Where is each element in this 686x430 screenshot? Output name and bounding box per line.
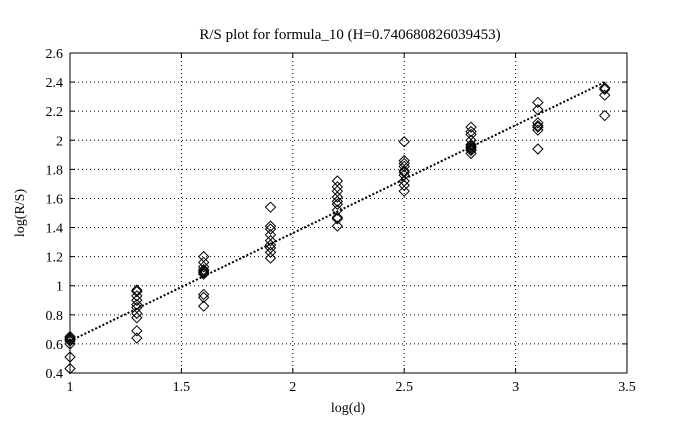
diamond-data-point <box>331 181 344 193</box>
plot-area-frame <box>69 52 628 374</box>
x-tick-label: 1 <box>67 380 74 395</box>
y-tick-label: 0.8 <box>46 309 64 324</box>
diamond-data-point <box>131 332 143 344</box>
diamond-data-point <box>264 223 277 235</box>
diamond-data-point <box>398 136 410 148</box>
x-tick-label: 1.5 <box>173 380 191 395</box>
diamond-data-point <box>331 175 344 187</box>
y-tick-label: 1.6 <box>46 192 64 207</box>
x-tick-label: 2 <box>289 380 296 395</box>
diamond-data-point <box>331 213 344 225</box>
y-tick-label: 1.8 <box>46 163 64 178</box>
regression-fit-line <box>69 81 606 342</box>
y-tick-label: 2.4 <box>46 76 64 91</box>
diamond-data-point <box>264 239 277 251</box>
axis-ticks <box>69 52 628 374</box>
y-tick-label: 1 <box>56 280 63 295</box>
diamond-data-point <box>264 220 277 232</box>
diamond-data-point <box>465 121 477 133</box>
diamond-data-point <box>64 332 76 344</box>
diamond-data-point <box>131 294 143 306</box>
y-tick-label: 2.2 <box>46 105 64 120</box>
grid <box>70 53 627 373</box>
diamond-data-point <box>264 246 277 258</box>
diamond-data-point <box>465 138 477 151</box>
x-axis-label: log(d) <box>331 401 366 416</box>
diamond-data-point <box>264 229 277 241</box>
diamond-data-point <box>465 134 477 146</box>
diamond-data-point <box>599 83 611 96</box>
diamond-data-point <box>398 166 410 178</box>
diamond-data-point <box>64 330 76 343</box>
diamond-data-point <box>532 96 544 109</box>
diamond-data-point <box>532 117 544 129</box>
y-tick-label: 1.4 <box>46 222 64 237</box>
diamond-data-point <box>197 265 210 277</box>
diamond-data-point <box>398 154 410 167</box>
diamond-data-point <box>331 204 344 216</box>
diamond-data-point <box>264 201 277 213</box>
diamond-data-point <box>264 252 277 264</box>
y-tick-label: 0.4 <box>46 367 64 382</box>
diamond-data-point <box>599 89 611 101</box>
y-tick-label: 2.6 <box>46 47 64 62</box>
y-tick-label: 0.6 <box>46 338 64 353</box>
diamond-data-point <box>599 109 611 122</box>
x-tick-label: 3.5 <box>618 380 636 395</box>
diamond-data-point <box>197 288 210 301</box>
diamond-data-point <box>131 312 143 324</box>
diamond-data-point <box>331 191 344 203</box>
diamond-data-point <box>532 121 544 133</box>
diamond-data-point <box>131 298 143 311</box>
diamond-data-point <box>398 165 410 177</box>
x-tick-label: 2.5 <box>395 380 413 395</box>
diamond-data-point <box>331 211 344 224</box>
diamond-data-point <box>131 285 143 298</box>
diamond-data-point <box>599 82 611 94</box>
diamond-data-point <box>197 256 210 269</box>
diamond-data-point <box>465 125 477 138</box>
diamond-data-point <box>331 220 344 232</box>
diamond-data-point <box>465 128 477 141</box>
diamond-data-point <box>331 185 344 197</box>
y-tick-label: 1.2 <box>46 251 64 266</box>
diamond-data-point <box>331 195 344 208</box>
diamond-data-point <box>398 185 410 197</box>
y-axis-tick-labels: 0.4 0.6 0.8 1 1.2 1.4 1.6 1.8 2 2.2 2.4 2.6 <box>46 47 64 382</box>
chart-title: R/S plot for formula_10 (H=0.74068082603… <box>199 27 500 43</box>
diamond-data-point <box>131 307 143 320</box>
diamond-data-point <box>197 300 210 312</box>
y-tick-label: 2 <box>56 134 63 149</box>
diamond-data-point <box>398 175 410 187</box>
diamond-data-point <box>465 140 477 152</box>
x-axis-tick-labels: 1 1.5 2 2.5 3 3.5 <box>67 380 636 395</box>
diamond-data-point <box>64 362 76 375</box>
diamond-data-point <box>131 325 143 337</box>
y-axis-label: log(R/S) <box>13 189 28 238</box>
diamond-data-point <box>197 261 210 273</box>
x-tick-label: 3 <box>512 380 519 395</box>
data-points <box>64 82 611 375</box>
diamond-data-point <box>197 250 210 263</box>
diamond-data-point <box>131 290 143 302</box>
diamond-data-point <box>532 143 544 155</box>
diamond-data-point <box>131 284 143 296</box>
diamond-data-point <box>398 179 410 192</box>
diamond-data-point <box>264 234 277 247</box>
diamond-data-point <box>331 198 344 210</box>
diamond-data-point <box>64 351 76 363</box>
diamond-data-point <box>532 104 544 116</box>
